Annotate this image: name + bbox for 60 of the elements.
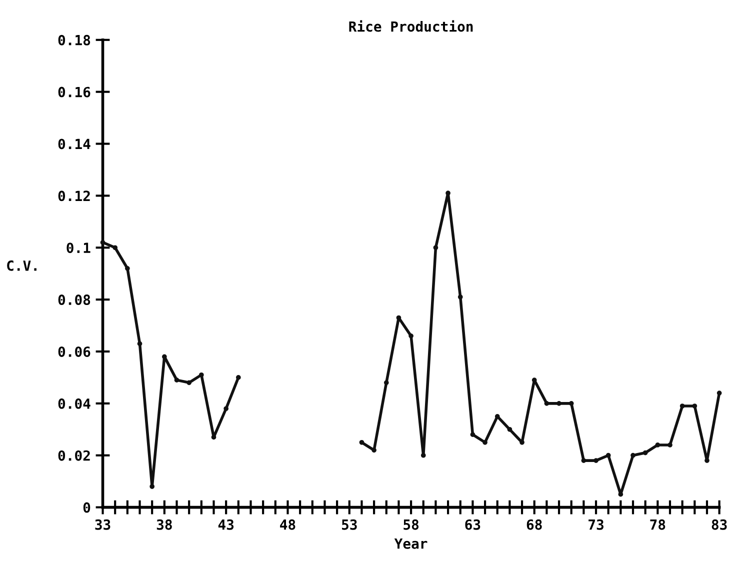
x-axis-title: Year — [394, 538, 428, 549]
x-tick-label: 83 — [712, 519, 727, 530]
x-tick-label: 48 — [280, 519, 296, 530]
y-tick-label: 0.14 — [58, 138, 90, 150]
point — [458, 294, 463, 300]
point — [594, 458, 598, 463]
y-tick-label: 0.06 — [58, 346, 90, 357]
point — [112, 245, 118, 250]
point — [372, 448, 376, 453]
x-tick-label: 43 — [218, 519, 234, 530]
point — [655, 442, 660, 448]
point — [544, 401, 550, 406]
x-tick-label: 38 — [156, 519, 172, 530]
point — [568, 401, 574, 406]
point — [186, 380, 192, 386]
y-tick-label: 0.08 — [58, 294, 90, 306]
point — [433, 245, 438, 250]
point — [716, 390, 722, 396]
point — [668, 442, 672, 448]
y-axis-title: C.V. — [7, 260, 36, 271]
x-tick-label: 33 — [95, 519, 110, 530]
point — [137, 341, 142, 346]
y-tick-label: 0 — [83, 502, 90, 513]
y-tick-label: 0.18 — [58, 34, 90, 46]
chart-title: Rice Production — [349, 20, 473, 32]
point — [384, 380, 389, 386]
y-tick-label: 0.12 — [58, 190, 90, 202]
point — [532, 378, 537, 382]
point — [507, 426, 512, 432]
point — [236, 375, 241, 380]
point — [420, 452, 426, 458]
y-tick-label: 0.04 — [58, 398, 90, 409]
point — [150, 484, 155, 489]
y-tick-label: 0.02 — [58, 450, 90, 461]
x-tick-label: 53 — [342, 519, 357, 530]
point — [494, 414, 500, 419]
point — [642, 450, 648, 456]
x-tick-label: 68 — [526, 519, 542, 530]
point — [174, 378, 180, 382]
point — [680, 404, 685, 408]
point — [224, 406, 229, 412]
point — [630, 452, 636, 458]
y-tick-label: 0.1 — [66, 242, 90, 254]
point — [704, 458, 710, 463]
point — [359, 440, 364, 445]
point — [408, 333, 414, 338]
point — [470, 432, 476, 438]
point — [692, 404, 698, 408]
y-tick-label: 0.16 — [58, 86, 90, 98]
point — [100, 240, 106, 245]
point — [198, 372, 204, 378]
x-tick-label: 63 — [465, 519, 480, 530]
point — [124, 266, 130, 271]
point — [482, 440, 488, 445]
point — [581, 458, 586, 463]
x-tick-label: 78 — [650, 519, 666, 530]
x-tick-label: 58 — [404, 519, 419, 530]
x-tick-label: 73 — [588, 519, 604, 530]
point — [606, 452, 611, 458]
point — [556, 401, 562, 406]
